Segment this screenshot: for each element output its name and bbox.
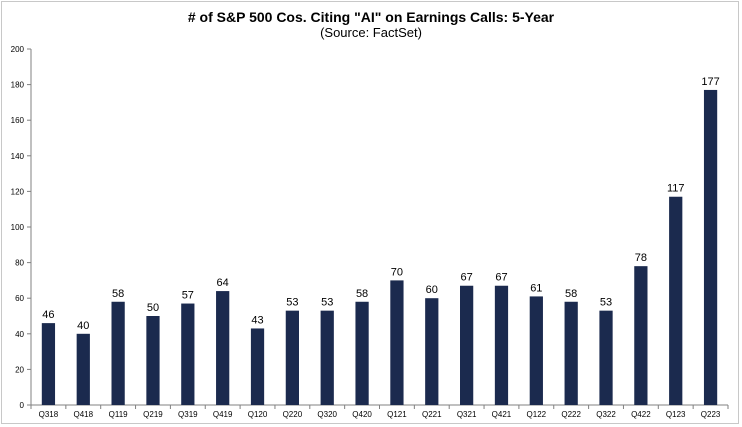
data-label: 57 [182,290,194,302]
x-tick-label: Q420 [352,410,372,419]
bar [250,328,265,405]
bar [285,310,299,405]
bar [703,89,718,405]
bar [41,323,56,405]
x-tick-label: Q221 [422,410,442,419]
x-tick-label: Q320 [317,410,337,419]
data-label: 53 [600,297,612,309]
data-label: 177 [701,76,719,88]
x-tick-label: Q219 [143,410,163,419]
x-tick-label: Q119 [109,410,129,419]
y-tick-label: 20 [15,365,24,374]
y-tick-label: 180 [11,81,25,90]
data-label: 67 [461,272,473,284]
y-tick-label: 100 [11,223,25,232]
data-label: 61 [530,282,542,294]
bar [111,301,125,405]
y-tick-label: 160 [11,116,25,125]
x-tick-label: Q319 [178,410,198,419]
x-tick-label: Q121 [387,410,407,419]
data-label: 53 [286,297,298,309]
data-label: 53 [321,297,333,309]
x-tick-label: Q123 [666,410,686,419]
data-label: 64 [217,277,229,289]
y-tick-label: 80 [15,259,24,268]
y-tick-label: 0 [20,401,25,410]
x-tick-label: Q223 [701,410,721,419]
data-label: 46 [42,309,54,321]
bar [216,291,230,405]
x-tick-label: Q120 [248,410,268,419]
data-label: 50 [147,302,159,314]
x-tick-label: Q322 [596,410,616,419]
y-tick-label: 40 [15,330,24,339]
bar [669,196,683,405]
x-tick-label: Q220 [283,410,303,419]
bar [529,296,543,405]
x-tick-label: Q422 [631,410,651,419]
data-label: 43 [251,314,263,326]
data-label: 78 [635,252,647,264]
data-label: 58 [565,288,577,300]
x-tick-label: Q418 [73,410,93,419]
x-tick-label: Q222 [561,410,581,419]
y-tick-label: 60 [15,294,24,303]
bar [494,285,509,405]
x-axis: Q318 Q418 Q119 Q219 Q319 Q419 Q120 Q220 Q320 Q420… [30,404,729,419]
data-label: 40 [77,320,89,332]
bar [76,333,90,405]
data-label: 60 [426,284,438,296]
bar [564,301,578,405]
y-tick-label: 120 [11,187,25,196]
data-label: 58 [356,288,368,300]
bar [599,310,613,405]
x-tick-label: Q421 [492,410,512,419]
x-tick-label: Q122 [527,410,547,419]
chart-subtitle: (Source: FactSet) [320,25,422,40]
x-tick-label: Q318 [39,410,59,419]
data-label: 58 [112,288,124,300]
bar [634,266,648,405]
x-tick-label: Q321 [457,410,477,419]
bar [425,298,439,405]
x-tick-label: Q419 [213,410,233,419]
bar [460,285,474,405]
y-axis: 0 20 40 60 80 100 120 140 160 180 200 [11,45,32,410]
data-label: 117 [667,183,685,195]
y-tick-label: 140 [11,152,25,161]
bar [146,316,160,405]
data-label: 67 [495,272,507,284]
bars [41,89,718,405]
chart-title: # of S&P 500 Cos. Citing "AI" on Earning… [187,9,555,25]
bar [181,303,195,405]
y-tick-label: 200 [11,45,25,54]
data-labels: 46 40 58 50 57 64 43 53 53 58 70 60 67 67 61 58 53 78 117 1… [42,76,719,332]
bar [320,310,334,405]
bar [390,280,404,405]
bar [355,301,369,405]
data-label: 70 [391,266,403,278]
